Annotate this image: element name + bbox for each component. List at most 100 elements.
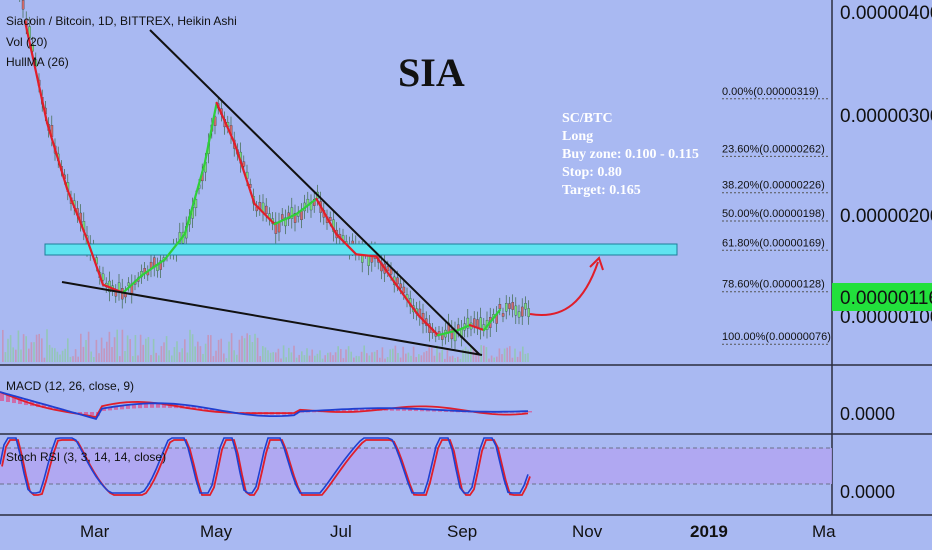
volume-bar	[233, 350, 235, 362]
volume-bar	[256, 337, 259, 362]
volume-bar	[373, 351, 376, 362]
stoch-rsi-k-line	[0, 437, 529, 494]
macd-histogram-bar	[132, 404, 136, 409]
hull-ma-segment	[417, 313, 440, 337]
candle-body	[329, 217, 332, 221]
volume-bar	[56, 351, 59, 362]
volume-bar	[116, 329, 118, 362]
fib-level-label: 50.00%(0.00000198)	[722, 208, 825, 220]
hull-ma-segment	[253, 202, 276, 226]
time-label-2019: 2019	[690, 522, 728, 541]
hull-ma-segment	[456, 324, 472, 332]
volume-bar	[199, 346, 202, 362]
macd-histogram-bar	[414, 408, 418, 412]
macd-histogram-bar	[150, 403, 154, 408]
volume-bar	[342, 358, 345, 362]
volume-bar	[420, 355, 423, 362]
volume-bar	[337, 346, 339, 362]
volume-bar	[160, 346, 163, 362]
volume-bar	[197, 341, 199, 362]
volume-bar	[355, 355, 358, 362]
volume-bar	[425, 350, 428, 362]
candle-body	[300, 211, 303, 221]
volume-bar	[150, 354, 152, 362]
time-label-jul: Jul	[330, 522, 352, 541]
macd-histogram-bar	[408, 408, 412, 411]
volume-bar	[90, 351, 92, 362]
macd-main-line	[0, 391, 529, 420]
hull-ma-segment	[273, 212, 298, 226]
volume-bar	[412, 346, 415, 362]
volume-bar	[163, 342, 165, 362]
volume-bar	[475, 351, 477, 362]
candle-body	[194, 198, 198, 209]
volume-bar	[212, 356, 215, 362]
volume-label: Vol (20)	[6, 35, 47, 49]
macd-histogram-bar	[342, 409, 346, 412]
hull-ma-segment	[121, 273, 144, 294]
volume-bar	[493, 357, 495, 362]
volume-bar	[446, 348, 449, 362]
candle-body	[476, 319, 479, 328]
annotation-pair: SC/BTC	[562, 111, 613, 126]
volume-bar	[524, 353, 527, 362]
candle-body	[521, 306, 524, 317]
volume-bar	[410, 355, 412, 362]
volume-bar	[51, 347, 53, 362]
volume-bar	[405, 353, 407, 362]
volume-bar	[202, 353, 204, 362]
volume-bar	[441, 349, 443, 362]
candle-body	[284, 217, 287, 227]
rsi-axis-tick: 0.0000	[840, 482, 895, 502]
volume-bar	[509, 346, 511, 362]
volume-bar	[176, 341, 178, 362]
macd-histogram-bar	[402, 408, 406, 411]
volume-bar	[220, 338, 222, 362]
candle-body	[450, 328, 454, 340]
candle-body	[290, 207, 294, 219]
volume-bar	[30, 342, 33, 362]
candle-body	[396, 277, 399, 285]
volume-bar	[350, 351, 352, 362]
volume-bar	[108, 331, 111, 362]
volume-bar	[132, 356, 134, 362]
volume-bar	[228, 341, 230, 362]
volume-bar	[54, 348, 56, 362]
hull-ma-segment	[233, 142, 256, 205]
volume-bar	[527, 353, 529, 362]
volume-bar	[236, 354, 238, 362]
candle-body	[498, 304, 502, 309]
volume-bar	[514, 348, 516, 362]
volume-bar	[327, 352, 329, 362]
volume-bar	[74, 349, 77, 362]
volume-bar	[293, 345, 295, 362]
current-price-label: 0.00000116	[840, 288, 932, 309]
volume-bar	[519, 351, 521, 362]
macd-histogram-bar	[12, 395, 16, 404]
candle-body	[287, 212, 290, 220]
volume-bar	[285, 357, 287, 362]
macd-histogram-bar	[78, 412, 82, 414]
volume-bar	[516, 356, 519, 362]
projection-arrowhead	[589, 256, 604, 271]
macd-axis-tick: 0.0000	[840, 404, 895, 424]
volume-bar	[2, 329, 4, 362]
hull-ma-segment	[183, 162, 206, 236]
volume-bar	[230, 333, 233, 362]
big-title: SIA	[398, 50, 465, 95]
volume-bar	[321, 358, 324, 362]
hull-ma-segment	[468, 324, 486, 332]
volume-bar	[204, 343, 207, 362]
price-axis	[832, 0, 932, 515]
volume-bar	[457, 356, 459, 362]
candle-body	[127, 282, 130, 287]
volume-bar	[340, 349, 342, 362]
candle-body	[293, 213, 297, 223]
macd-histogram-bar	[198, 406, 202, 410]
volume-bar	[22, 334, 25, 362]
volume-bar	[165, 336, 168, 362]
fib-level-label: 0.00%(0.00000319)	[722, 86, 819, 98]
volume-bar	[477, 355, 480, 362]
candle-body	[473, 318, 476, 326]
volume-bar	[48, 344, 51, 362]
